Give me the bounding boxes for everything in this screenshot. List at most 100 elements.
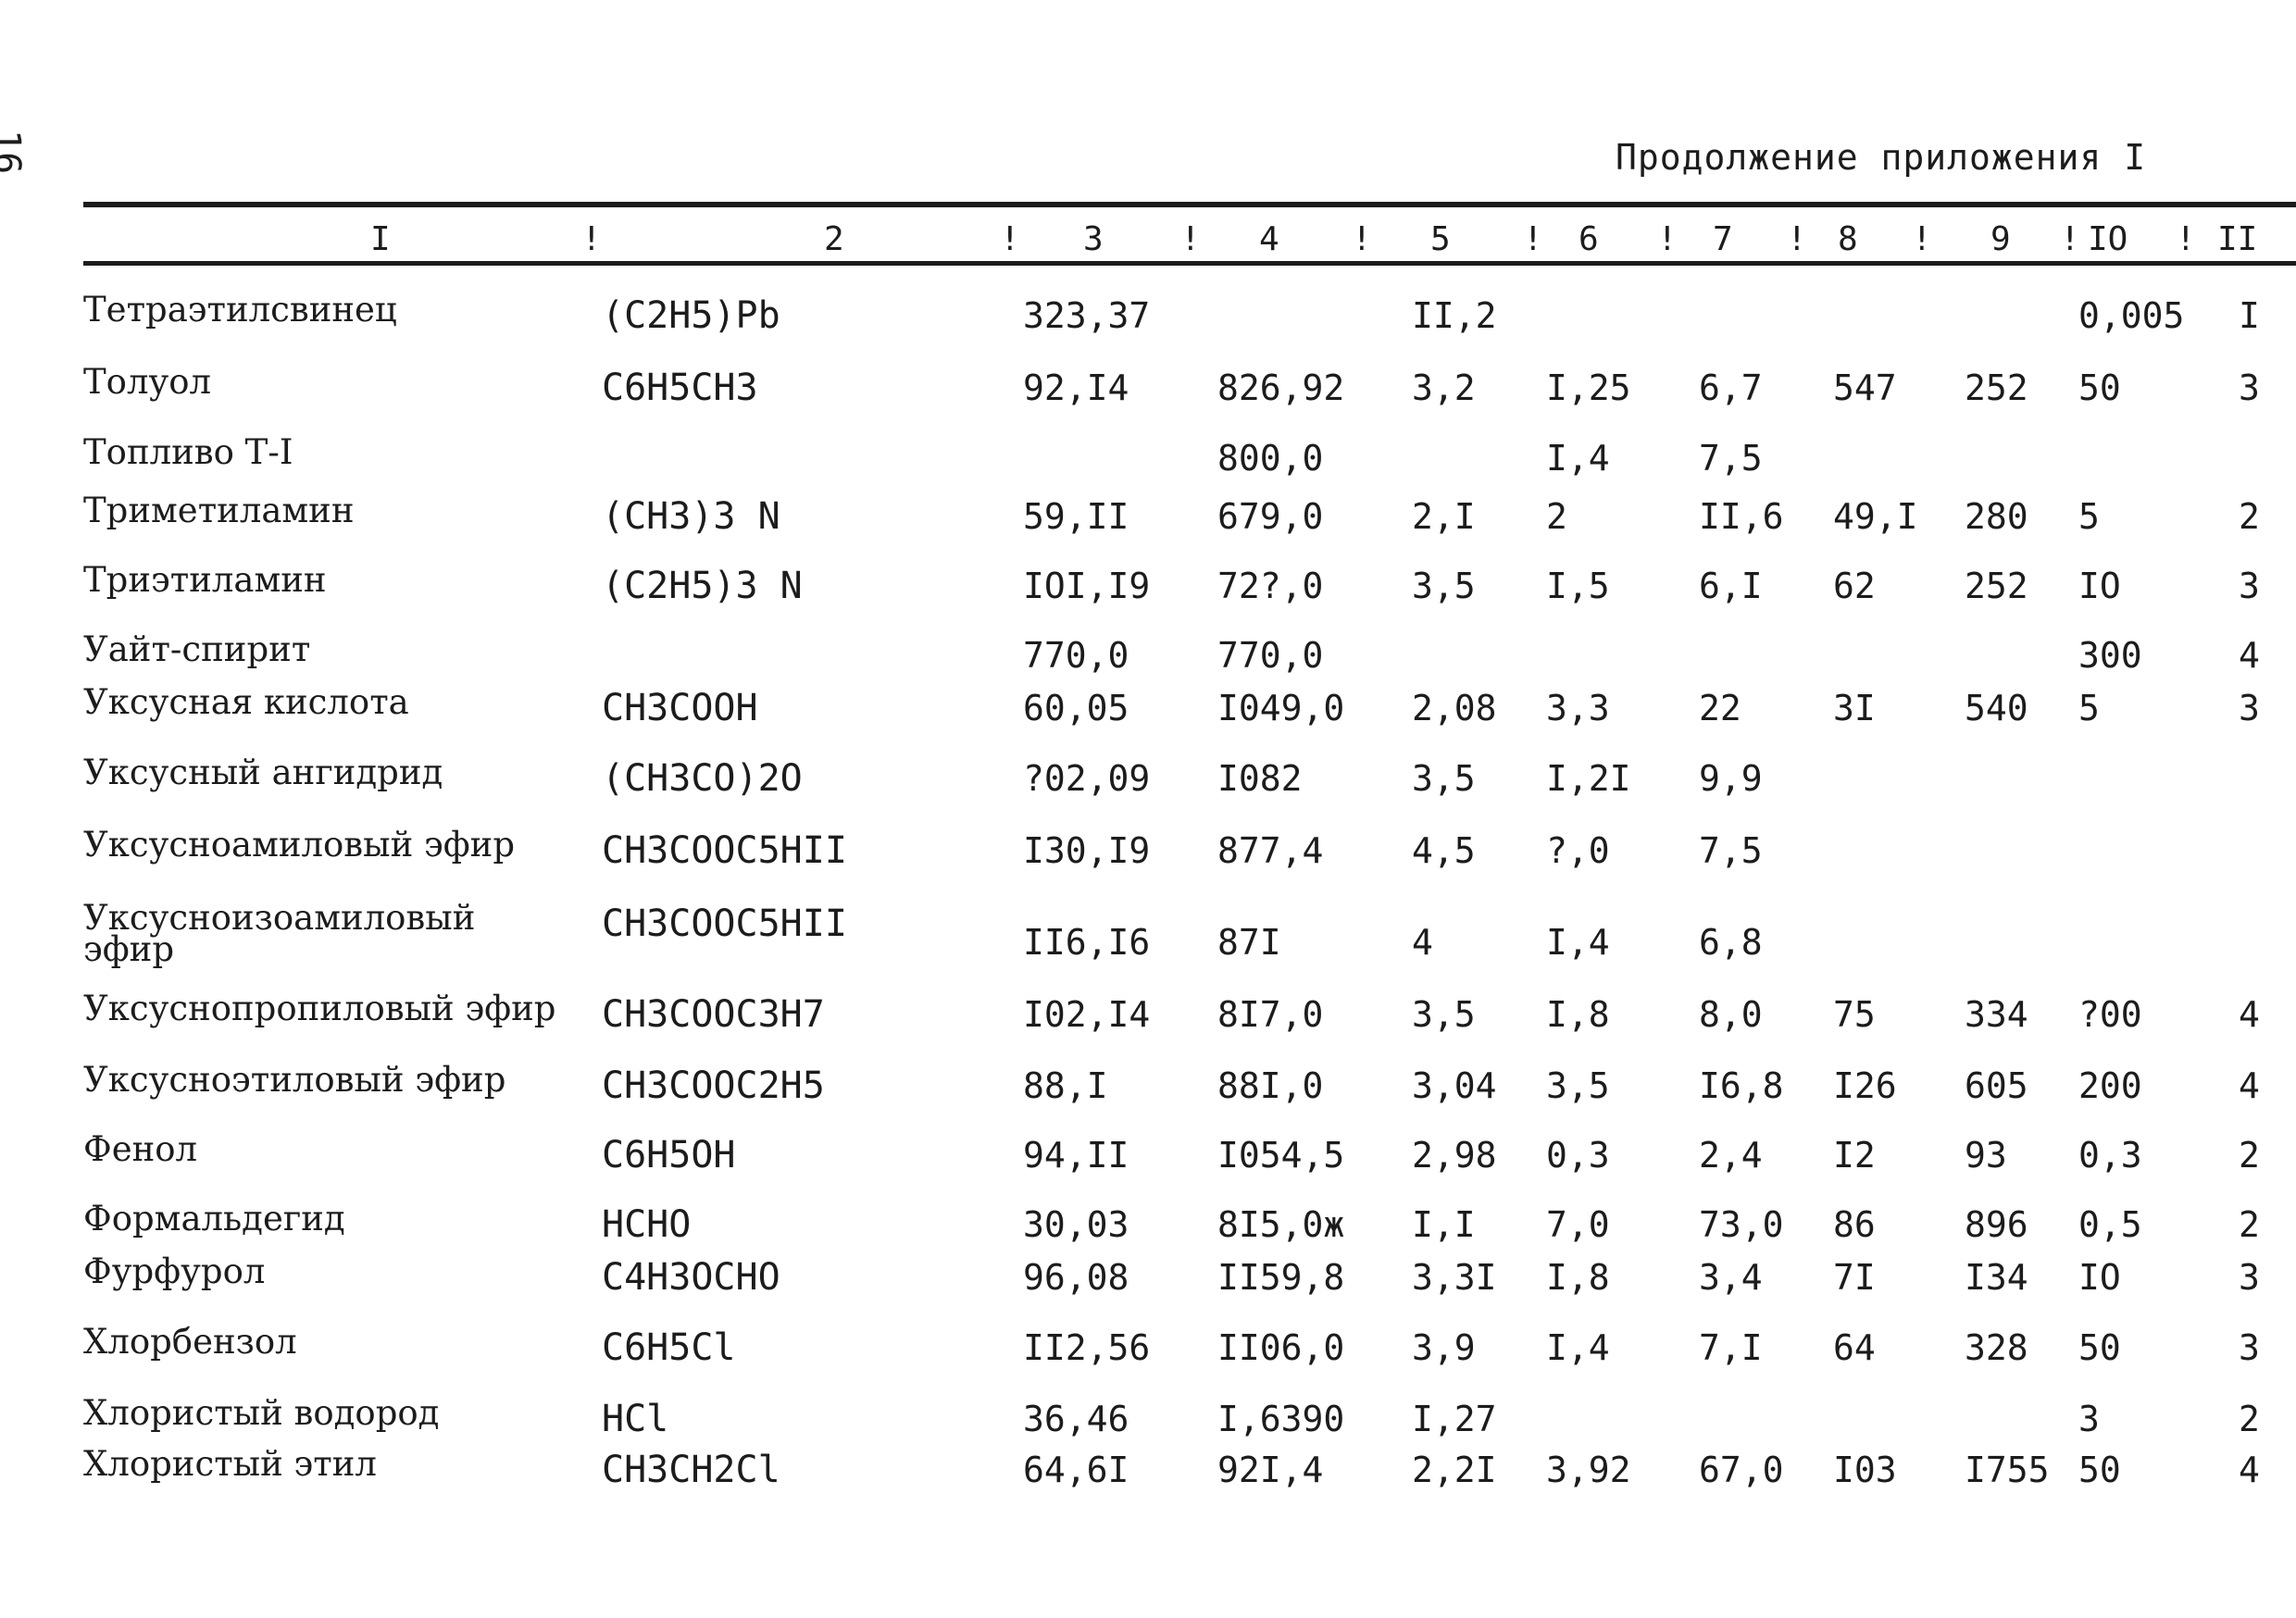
table-cell: 87I (1217, 922, 1281, 963)
table-cell: 96,08 (1023, 1257, 1129, 1298)
table-cell: I6,8 (1699, 1065, 1784, 1106)
table-cell: II6,I6 (1023, 922, 1151, 963)
column-separator: ! (581, 220, 602, 258)
table-cell: 334 (1965, 994, 2028, 1035)
table-cell: I049,0 (1217, 688, 1345, 728)
table-cell: 2,4 (1699, 1135, 1763, 1176)
table-cell: 72?,0 (1217, 566, 1324, 606)
table-cell: 2 (2239, 1204, 2260, 1245)
table-cell: 7,5 (1699, 438, 1763, 479)
substance-name: Уксусный ангидрид (83, 753, 443, 792)
table-cell: 3,5 (1412, 758, 1476, 799)
table-cell: 86 (1833, 1204, 1876, 1245)
column-separator: ! (1352, 220, 1372, 258)
table-cell: I755 (1965, 1450, 2050, 1490)
table-cell: 605 (1965, 1065, 2028, 1106)
chemical-formula: CH3COOC5HII (602, 902, 847, 945)
table-cell: 200 (2078, 1065, 2142, 1106)
chemical-formula: CH3COOC3H7 (602, 993, 825, 1036)
column-separator: ! (1912, 220, 1932, 258)
chemical-formula: (CH3)3 N (602, 495, 780, 538)
column-number-5: 5 (1430, 220, 1451, 258)
table-cell: I,25 (1546, 367, 1631, 408)
table-cell: 3,5 (1412, 566, 1476, 606)
table-cell: II,2 (1412, 295, 1497, 336)
column-number-8: 8 (1838, 220, 1858, 258)
table-cell: I,5 (1546, 566, 1610, 606)
table-cell: I,4 (1546, 438, 1610, 479)
table-row: Хлористый этил CH3CH2Cl 64,6I 92I,4 2,2I… (0, 1447, 2296, 1504)
table-cell: II,6 (1699, 496, 1784, 537)
substance-name: Хлорбензол (83, 1322, 297, 1362)
column-number-6: 6 (1578, 220, 1599, 258)
table-cell: 2 (2239, 496, 2260, 537)
table-cell: 0,3 (2078, 1135, 2142, 1176)
table-cell: I,8 (1546, 1257, 1610, 1298)
table-cell: 59,II (1023, 496, 1129, 537)
table-cell: I34 (1965, 1257, 2028, 1298)
table-cell: 540 (1965, 688, 2028, 728)
table-cell: 300 (2078, 635, 2142, 676)
chemical-formula: CH3CH2Cl (602, 1449, 780, 1491)
table-cell: 3,5 (1546, 1065, 1610, 1106)
table-cell: 50 (2078, 367, 2121, 408)
table-cell: 547 (1833, 367, 1897, 408)
table-cell: 770,0 (1023, 635, 1129, 676)
table-cell: 4,5 (1412, 830, 1476, 871)
table-cell: I,I (1412, 1204, 1476, 1245)
table-cell: 3,3I (1412, 1257, 1497, 1298)
table-cell: 0,5 (2078, 1204, 2142, 1245)
substance-name: Уксусноамиловый эфир (83, 825, 516, 865)
table-cell: IOI,I9 (1023, 566, 1151, 606)
table-cell: I03 (1833, 1450, 1897, 1490)
table-cell: 0,3 (1546, 1135, 1610, 1176)
table-cell: I054,5 (1217, 1135, 1345, 1176)
table-cell: I26 (1833, 1065, 1897, 1106)
table-cell: 2,I (1412, 496, 1476, 537)
table-cell: 75 (1833, 994, 1876, 1035)
table-cell: 280 (1965, 496, 2028, 537)
table-cell: 3,4 (1699, 1257, 1763, 1298)
table-row: Толуол C6H5CH3 92,I4 826,92 3,2 I,25 6,7… (0, 365, 2296, 422)
table-cell: 36,46 (1023, 1399, 1129, 1439)
table-cell: 49,I (1833, 496, 1918, 537)
table-cell: 323,37 (1023, 295, 1151, 336)
table-cell: 6,7 (1699, 367, 1763, 408)
table-cell: II59,8 (1217, 1257, 1345, 1298)
chemical-formula: CH3COOH (602, 687, 758, 729)
substance-name: Триэтиламин (83, 560, 327, 600)
substance-name: Триметиламин (83, 491, 355, 530)
substance-name: Формальдегид (83, 1199, 345, 1238)
table-cell: 3,5 (1412, 994, 1476, 1035)
table-cell: I30,I9 (1023, 830, 1151, 871)
table-cell: I2 (1833, 1135, 1876, 1176)
table-cell: 877,4 (1217, 830, 1324, 871)
table-cell: 2 (2239, 1399, 2260, 1439)
chemical-formula: C4H3OCHO (602, 1256, 780, 1299)
table-cell: 2,08 (1412, 688, 1497, 728)
table-cell: I (2239, 295, 2260, 336)
column-separator: ! (1000, 220, 1020, 258)
table-cell: 3,92 (1546, 1450, 1631, 1490)
table-cell: 3,9 (1412, 1327, 1476, 1368)
substance-name: Фенол (83, 1129, 198, 1169)
table-cell: I082 (1217, 758, 1303, 799)
table-row: Уайт-спирит 770,0 770,0 300 4 (0, 632, 2296, 690)
column-separator: ! (2176, 220, 2196, 258)
table-cell: 7,0 (1546, 1204, 1610, 1245)
substance-name: Тетраэтилсвинец (83, 290, 397, 330)
table-row: Фенол C6H5OH 94,II I054,5 2,98 0,3 2,4 I… (0, 1129, 2296, 1189)
column-number-2: 2 (824, 220, 844, 258)
chemical-formula: (C2H5)3 N (602, 565, 803, 607)
table-cell: 4 (2239, 635, 2260, 676)
table-cell: 88,I (1023, 1065, 1108, 1106)
table-cell: I,27 (1412, 1399, 1497, 1439)
table-cell: 3 (2239, 688, 2260, 728)
table-cell: 67,0 (1699, 1450, 1784, 1490)
table-cell: 88I,0 (1217, 1065, 1324, 1106)
table-row: Уксуснопропиловый эфир CH3COOC3H7 I02,I4… (0, 991, 2296, 1049)
table-cell: 0,005 (2078, 295, 2185, 336)
table-cell: 328 (1965, 1327, 2028, 1368)
table-cell: 64 (1833, 1327, 1876, 1368)
column-number-1: I (370, 220, 391, 258)
